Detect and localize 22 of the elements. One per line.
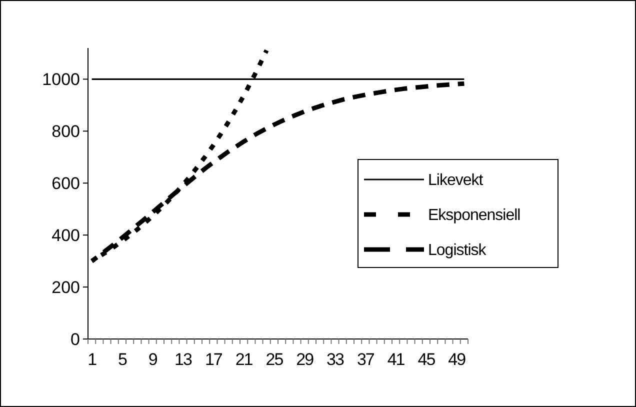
x-tick-label: 13 — [174, 350, 192, 369]
x-tick-label: 25 — [266, 350, 284, 369]
legend-label: Eksponensiell — [428, 207, 520, 224]
y-tick-label: 1000 — [42, 70, 80, 90]
x-tick-label: 1 — [88, 350, 97, 369]
x-tick-label: 29 — [296, 350, 314, 369]
legend-label: Likevekt — [428, 172, 484, 190]
y-tick-label: 200 — [52, 278, 80, 297]
y-tick-label: 600 — [52, 174, 80, 194]
y-tick-label: 400 — [52, 226, 80, 246]
x-tick-label: 37 — [356, 350, 374, 369]
x-tick-label: 5 — [118, 350, 127, 369]
legend-label: Logistisk — [428, 242, 488, 260]
x-tick-label: 33 — [326, 350, 344, 369]
x-tick-label: 17 — [204, 350, 222, 369]
x-tick-label: 41 — [387, 350, 405, 369]
y-tick-label: 800 — [52, 122, 80, 142]
x-tick-label: 49 — [448, 350, 466, 369]
x-tick-label: 21 — [235, 350, 253, 369]
y-tick-label: 0 — [70, 330, 80, 349]
x-tick-label: 45 — [418, 350, 436, 369]
x-tick-label: 9 — [148, 350, 158, 369]
